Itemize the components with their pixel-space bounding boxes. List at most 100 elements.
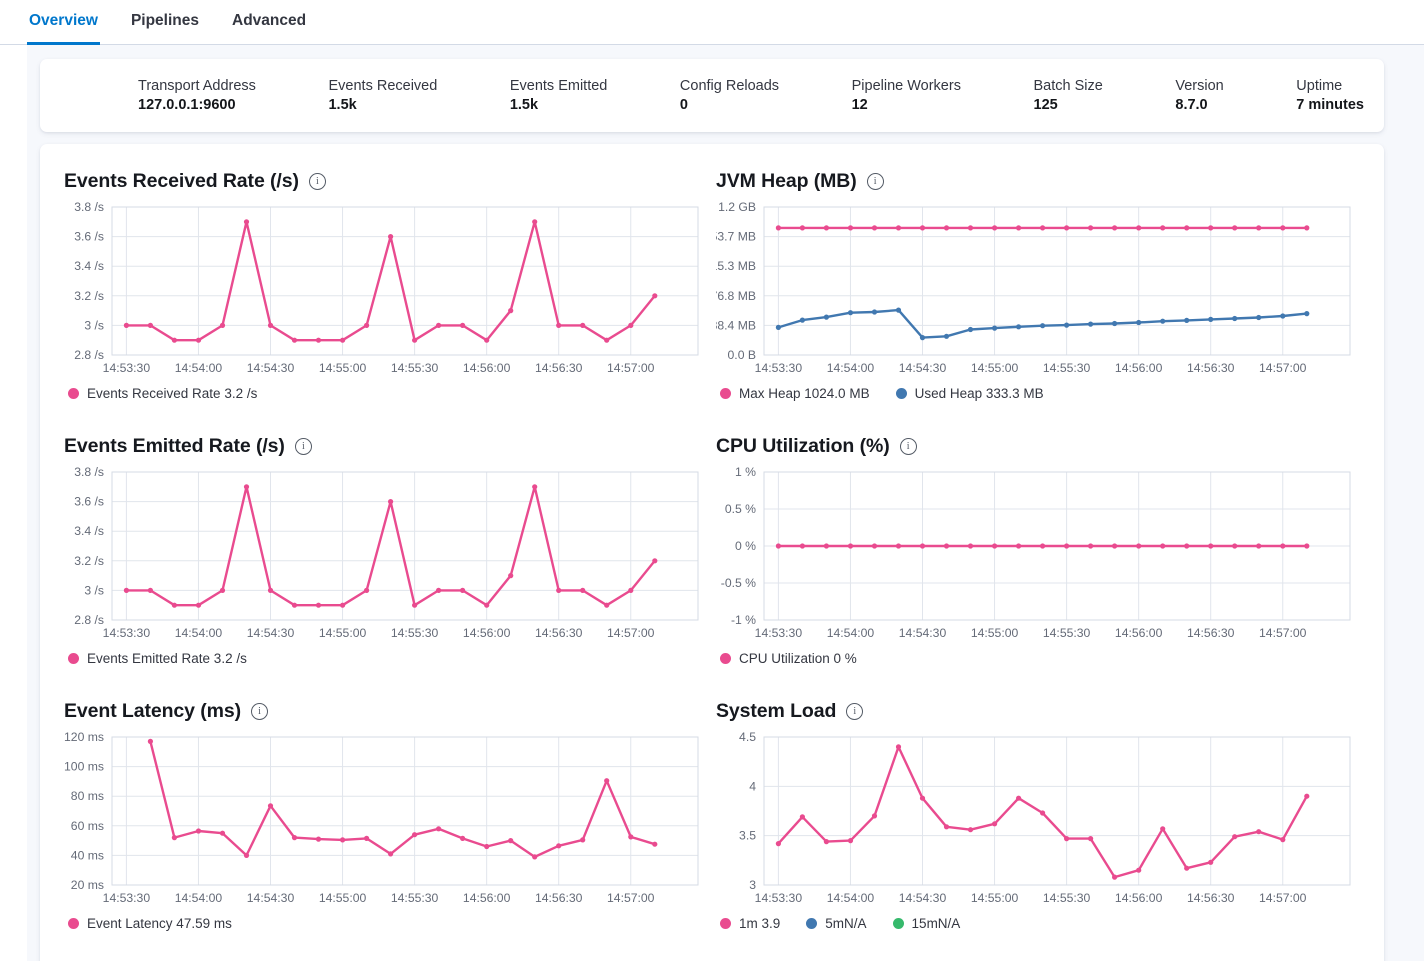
chart-legend: Max Heap 1024.0 MB Used Heap 333.3 MB	[716, 386, 1360, 401]
info-icon[interactable]: i	[294, 438, 312, 455]
stat-value: 127.0.0.1:9600	[138, 97, 236, 113]
x-axis-tick: 14:57:00	[1259, 626, 1307, 640]
legend-color-dot	[720, 388, 731, 399]
data-point	[1280, 543, 1286, 549]
x-axis-tick: 14:54:30	[247, 891, 295, 905]
data-point	[943, 333, 950, 339]
jvm-heap-mb-chart: JVM Heap (MB) i 1.2 GB 953.7 MB 715.3 MB 476.…	[704, 170, 1360, 401]
tab-advanced[interactable]: Advanced	[232, 12, 307, 29]
x-axis-tick: 14:57:00	[607, 626, 655, 640]
y-axis-tick: 40 ms	[71, 848, 104, 862]
data-point	[364, 835, 370, 841]
info-icon[interactable]: i	[866, 173, 884, 190]
tab-pipelines[interactable]: Pipelines	[130, 12, 199, 29]
data-point	[1280, 225, 1286, 231]
data-point	[871, 309, 878, 315]
y-axis-tick: 2.8 /s	[74, 613, 104, 627]
y-axis-tick: 715.3 MB	[716, 259, 756, 273]
data-point	[436, 826, 442, 832]
data-point	[823, 839, 829, 845]
data-point	[1304, 543, 1310, 549]
legend-item[interactable]: 1m 3.9	[720, 916, 780, 931]
y-axis-tick: 3	[749, 878, 756, 892]
data-point	[1256, 543, 1262, 549]
x-axis-tick: 14:55:30	[1043, 891, 1091, 905]
data-point	[580, 837, 586, 843]
data-point	[147, 738, 153, 744]
data-point	[291, 337, 298, 343]
data-point	[992, 821, 998, 827]
y-axis-tick: 476.8 MB	[716, 289, 756, 303]
data-point	[799, 225, 805, 231]
data-point	[267, 587, 274, 593]
data-point	[967, 543, 974, 549]
data-point	[315, 337, 322, 343]
data-point	[580, 322, 586, 328]
data-point	[1088, 321, 1094, 327]
y-axis-tick: 80 ms	[71, 789, 104, 803]
x-axis-tick: 14:55:30	[391, 891, 439, 905]
data-point	[580, 587, 586, 593]
x-axis-tick: 14:53:30	[755, 891, 803, 905]
tab-overview[interactable]: Overview	[27, 0, 100, 45]
data-point	[799, 317, 805, 323]
data-point	[1136, 867, 1142, 873]
data-point	[775, 543, 781, 549]
info-icon[interactable]: i	[846, 703, 864, 720]
legend-item[interactable]: Events Emitted Rate 3.2 /s	[68, 651, 247, 666]
data-point	[895, 744, 902, 750]
legend-item[interactable]: 5mN/A	[806, 916, 867, 931]
stat-label: Batch Size	[1033, 78, 1103, 94]
x-axis-tick: 14:56:00	[463, 891, 511, 905]
data-point	[412, 337, 418, 343]
y-axis-tick: -0.5 %	[721, 576, 756, 590]
data-point	[823, 225, 829, 231]
data-point	[1112, 874, 1118, 880]
legend-item[interactable]: Event Latency 47.59 ms	[68, 916, 232, 931]
info-icon[interactable]: i	[251, 703, 269, 720]
legend-color-dot	[720, 653, 731, 664]
data-point	[604, 337, 610, 343]
legend-item[interactable]: Max Heap 1024.0 MB	[720, 386, 870, 401]
cpu-utilization-chart: CPU Utilization (%) i 1 % 0.5 % 0 % -0.5 % -1 …	[716, 435, 1360, 666]
data-point	[992, 543, 998, 549]
data-point	[171, 337, 177, 343]
data-point	[1280, 837, 1286, 843]
data-point	[1184, 865, 1190, 871]
data-point	[436, 587, 442, 593]
legend-item[interactable]: CPU Utilization 0 %	[720, 651, 857, 666]
stat-pipeline-workers: Pipeline Workers 12	[852, 78, 961, 113]
chart-legend: Events Emitted Rate 3.2 /s	[64, 651, 708, 666]
system-load-chart: System Load i 4.5 4 3.5 3 14:53:30 14:54:00 14:5…	[716, 700, 1360, 931]
data-point	[652, 558, 658, 564]
data-point	[799, 543, 805, 549]
legend-item[interactable]: Used Heap 333.3 MB	[895, 386, 1044, 401]
data-point	[871, 813, 878, 819]
x-axis-tick: 14:54:30	[247, 626, 295, 640]
data-point	[243, 219, 250, 225]
legend-item[interactable]: 15mN/A	[892, 916, 960, 931]
y-axis-tick: 3.4 /s	[74, 524, 104, 538]
chart-title: Event Latency (ms)	[64, 700, 242, 722]
x-axis-tick: 14:55:00	[971, 626, 1019, 640]
data-point	[1136, 225, 1142, 231]
x-axis-tick: 14:55:30	[1043, 626, 1091, 640]
legend-color-dot	[806, 918, 818, 929]
data-point	[147, 322, 153, 328]
legend-item[interactable]: Events Received Rate 3.2 /s	[68, 386, 257, 401]
data-point	[171, 602, 177, 608]
data-point	[388, 851, 394, 857]
legend-label: Events Emitted Rate 3.2 /s	[87, 651, 247, 666]
data-point	[556, 322, 562, 328]
data-point	[628, 834, 634, 840]
stat-batch-size: Batch Size 125	[1034, 78, 1103, 113]
events-received-rate-s-chart: Events Received Rate (/s) i 3.8 /s 3.6 /s 3.…	[64, 170, 708, 401]
info-icon[interactable]: i	[308, 173, 326, 190]
data-point	[1112, 320, 1118, 327]
data-point	[219, 587, 226, 593]
y-axis-tick: 3.8 /s	[74, 201, 104, 214]
data-point	[388, 499, 394, 505]
info-icon[interactable]: i	[899, 438, 917, 455]
events-received-rate-s-plot: 3.8 /s 3.6 /s 3.4 /s 3.2 /s 3 /s 2.8 /s14:53:…	[74, 200, 699, 375]
x-axis-tick: 14:56:30	[535, 626, 583, 640]
